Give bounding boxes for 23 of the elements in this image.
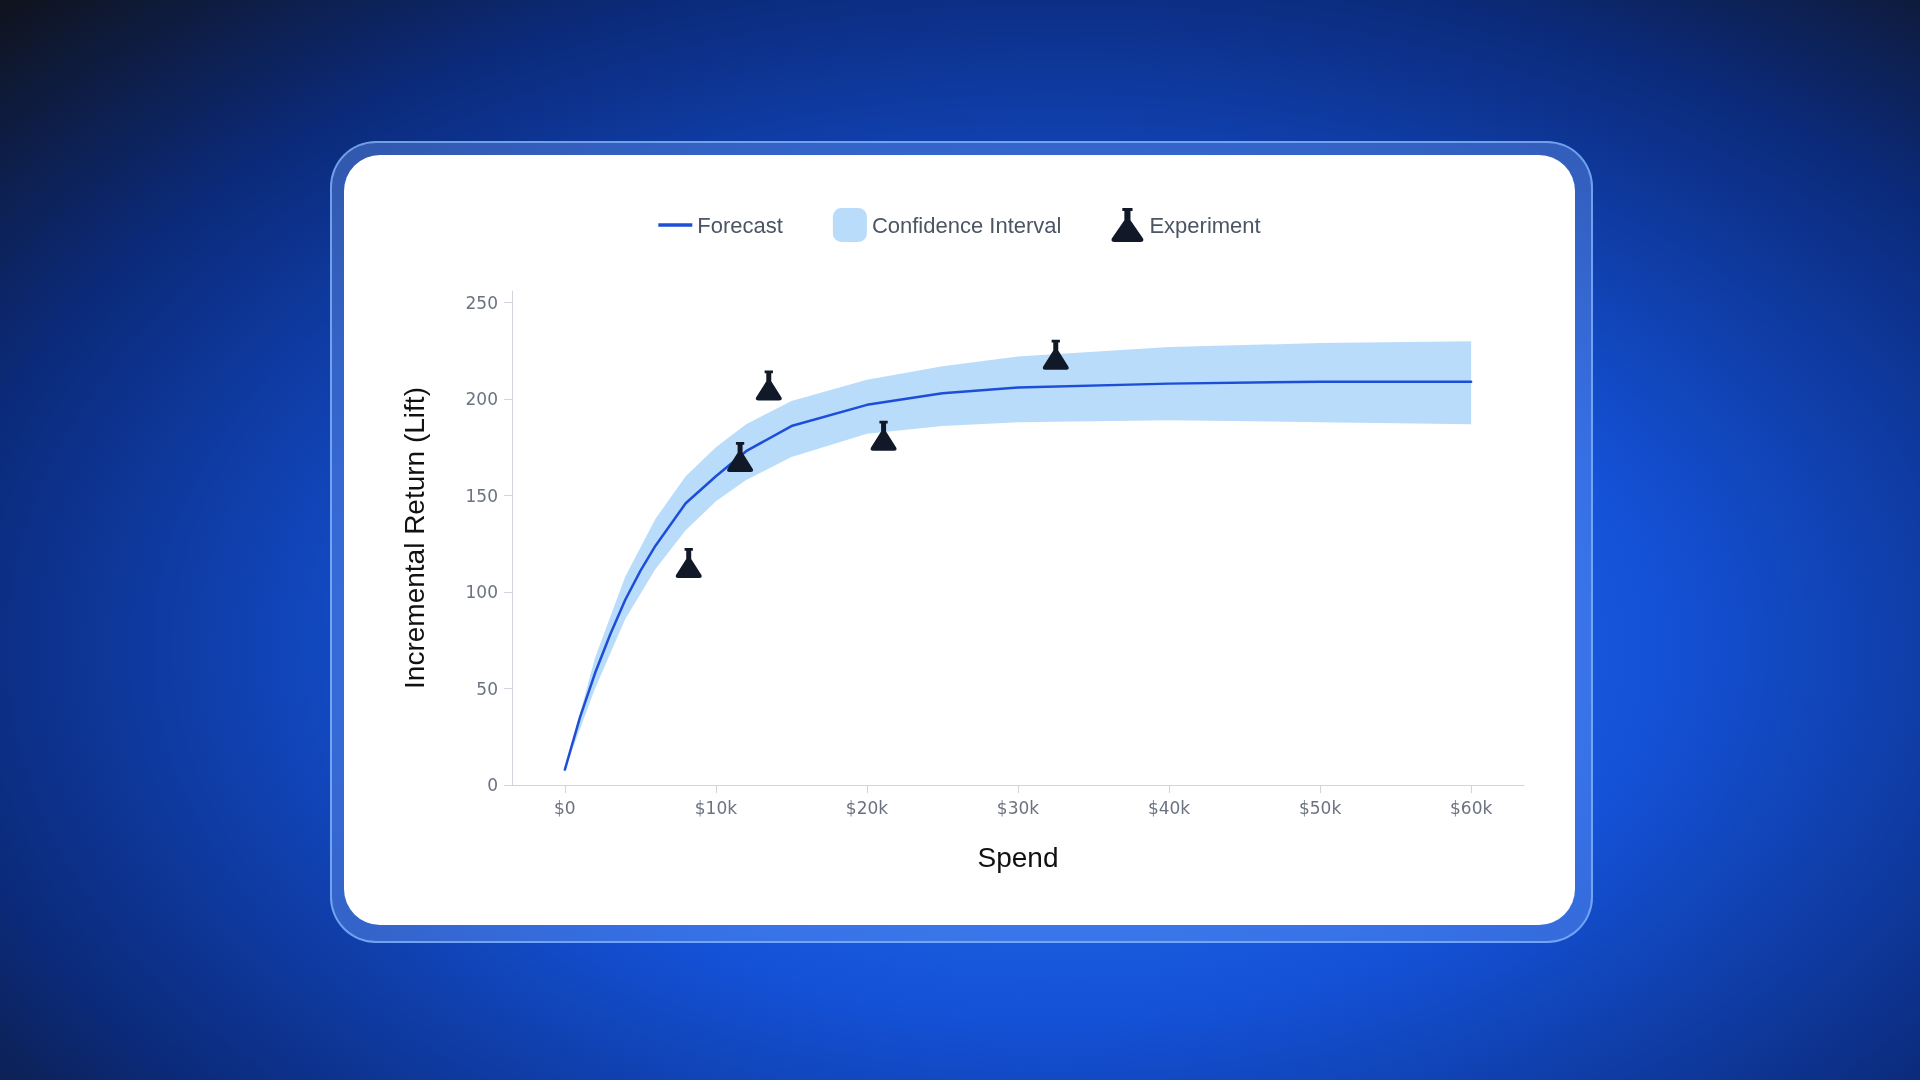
x-tick-label: $30k: [996, 797, 1040, 818]
y-tick-label: 250: [465, 292, 498, 313]
point: [727, 441, 754, 472]
x-tick-label: $20k: [845, 797, 889, 818]
x-tick-label: $50k: [1298, 797, 1342, 818]
x-tick-label: $60k: [1449, 797, 1493, 818]
legend-label: Forecast: [697, 212, 783, 238]
y-tick-label: 0: [487, 775, 498, 795]
y-tick-label: 150: [465, 485, 498, 506]
legend-label: Confidence Interval: [871, 212, 1062, 238]
y-tick-label: 50: [476, 678, 498, 699]
point: [1042, 339, 1069, 370]
x-axis-title: Spend: [977, 841, 1059, 873]
y-axis-title: Incremental Return (Lift): [398, 387, 430, 689]
x-tick-label: $10k: [694, 797, 738, 818]
x-tick-label: $40k: [1147, 797, 1191, 818]
point: [870, 420, 897, 451]
y-tick-label: 200: [465, 389, 498, 410]
y-tick-label: 100: [465, 582, 498, 603]
point: [755, 370, 782, 401]
x-tick-label: $0: [554, 797, 576, 818]
point: [675, 548, 702, 579]
legend-label: Experiment: [1149, 212, 1261, 238]
